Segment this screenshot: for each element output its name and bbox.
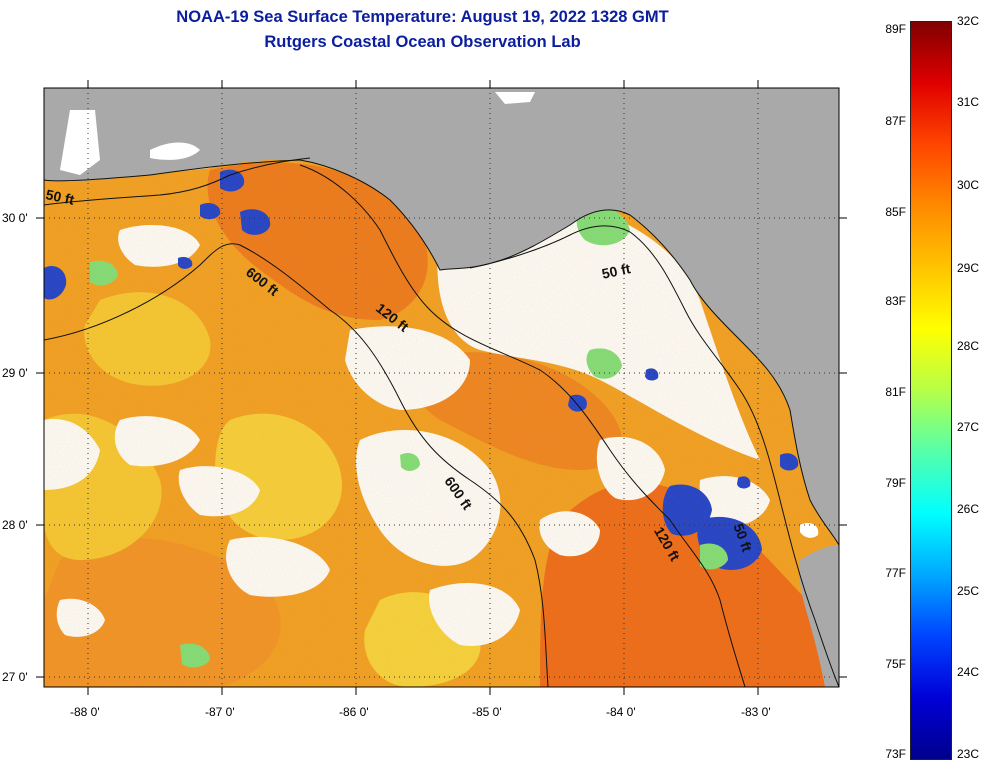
colorbar-celsius-label: 26C	[957, 502, 980, 516]
map-frame	[43, 87, 840, 688]
map-title: NOAA-19 Sea Surface Temperature: August …	[176, 8, 669, 26]
colorbar-celsius-label: 31C	[957, 95, 980, 109]
colorbar-fahrenheit-label: 83F	[885, 294, 906, 308]
contour-50ft-east	[469, 225, 839, 687]
lat-label: 29 0'	[2, 366, 28, 380]
colorbar-celsius-label: 25C	[957, 584, 980, 598]
lon-label: -87 0'	[205, 705, 235, 719]
lat-label: 27 0'	[2, 670, 28, 684]
colorbar-fahrenheit-label: 85F	[885, 205, 906, 219]
colorbar-fahrenheit-label: 81F	[885, 385, 906, 399]
coastline	[44, 159, 839, 546]
colorbar-celsius-label: 27C	[957, 420, 980, 434]
contour-120ft	[299, 164, 746, 687]
lat-label: 30 0'	[2, 211, 28, 225]
colorbar-fahrenheit-label: 89F	[885, 22, 906, 36]
coastal-water	[60, 92, 819, 538]
colorbar-fahrenheit-label: 75F	[885, 657, 906, 671]
lon-label: -83 0'	[741, 705, 771, 719]
colorbar-fahrenheit-label: 87F	[885, 114, 906, 128]
lon-label: -86 0'	[339, 705, 369, 719]
map-subtitle: Rutgers Coastal Ocean Observation Lab	[264, 33, 581, 51]
depth-contours	[44, 157, 839, 687]
land-mass	[44, 88, 839, 545]
colorbar-celsius-label: 29C	[957, 261, 980, 275]
colorbar-celsius-label: 23C	[957, 747, 980, 761]
lon-label: -84 0'	[606, 705, 636, 719]
colorbar-celsius-label: 32C	[957, 14, 980, 28]
lon-label: -88 0'	[70, 705, 100, 719]
colorbar-fahrenheit-label: 73F	[885, 747, 906, 761]
colorbar-celsius-label: 24C	[957, 665, 980, 679]
colorbar-celsius-label: 30C	[957, 178, 980, 192]
colorbar-fahrenheit-label: 77F	[885, 566, 906, 580]
axis-ticks	[36, 80, 847, 695]
temperature-colorbar	[910, 21, 952, 760]
land-mass	[799, 545, 839, 687]
lat-label: 28 0'	[2, 518, 28, 532]
contour-600ft	[44, 243, 549, 687]
colorbar-celsius-label: 28C	[957, 339, 980, 353]
contour-50ft	[44, 157, 311, 206]
colorbar-fahrenheit-label: 79F	[885, 476, 906, 490]
lon-label: -85 0'	[472, 705, 502, 719]
